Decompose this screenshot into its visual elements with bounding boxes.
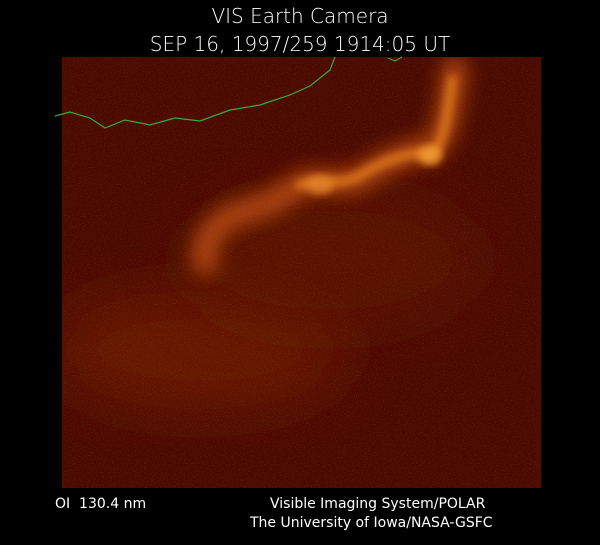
aurora-image	[62, 57, 541, 488]
wavelength: OI 130.4 nm	[55, 496, 146, 512]
title: VIS Earth Camera	[211, 4, 388, 28]
timestamp: SEP 16, 1997/259 1914:05 UT	[150, 32, 450, 56]
coastline	[387, 56, 403, 62]
coastline	[54, 56, 336, 129]
institution: The University of Iowa/NASA-GSFC	[249, 515, 493, 531]
instrument: Visible Imaging System/POLAR	[270, 496, 486, 512]
